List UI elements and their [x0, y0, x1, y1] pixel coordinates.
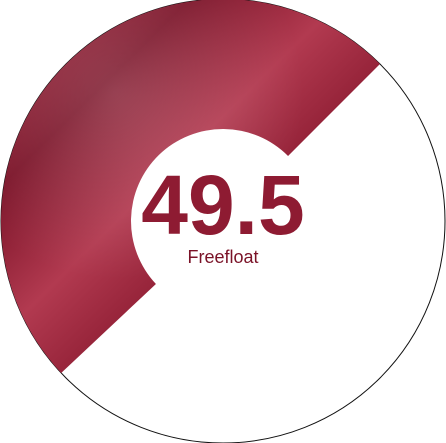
category-label: Freefloat: [187, 247, 258, 267]
value-label: 49.5: [141, 158, 305, 252]
